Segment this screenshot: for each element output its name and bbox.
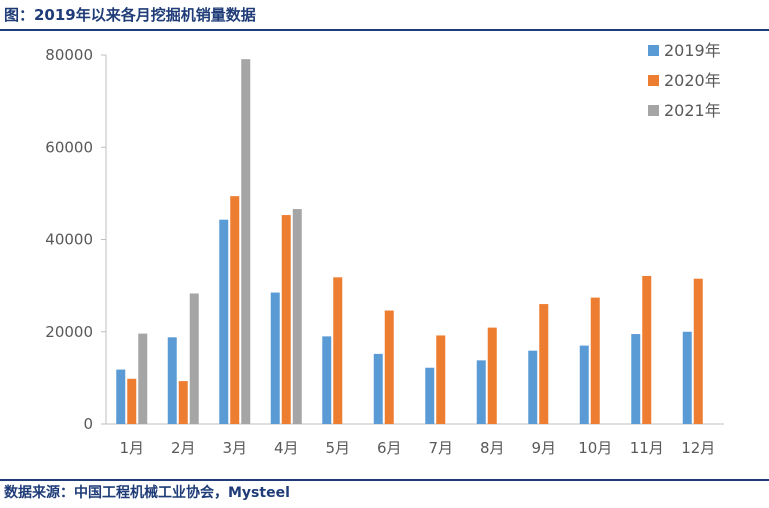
x-tick-label: 2月 <box>171 439 196 457</box>
bar <box>425 367 435 424</box>
x-tick-label: 8月 <box>480 439 505 457</box>
bar <box>270 292 280 424</box>
y-tick-label: 80000 <box>45 46 93 64</box>
bar <box>631 334 641 424</box>
bar <box>322 336 332 424</box>
bar <box>384 310 394 424</box>
bar <box>333 277 343 424</box>
bars <box>116 59 703 425</box>
bar <box>476 360 486 424</box>
y-tick-label: 40000 <box>45 231 93 249</box>
bar <box>579 345 589 424</box>
bar <box>436 335 446 424</box>
bar <box>189 293 199 424</box>
source-note: 数据来源：中国工程机械工业协会，Mysteel <box>4 485 290 501</box>
legend-swatch <box>648 105 659 116</box>
y-tick-label: 60000 <box>45 138 93 156</box>
y-tick-label: 20000 <box>45 323 93 341</box>
bar <box>127 378 137 424</box>
x-tick-label: 4月 <box>274 439 299 457</box>
x-tick-label: 1月 <box>119 439 144 457</box>
y-axis: 0 20000 40000 60000 80000 <box>45 46 107 433</box>
bar <box>693 278 703 424</box>
x-tick-label: 9月 <box>531 439 556 457</box>
bar <box>487 327 497 424</box>
x-tick-label: 5月 <box>325 439 350 457</box>
bar <box>281 215 291 424</box>
x-tick-label: 3月 <box>222 439 247 457</box>
bar <box>528 350 538 424</box>
legend-label: 2020年 <box>664 71 721 90</box>
legend-swatch <box>648 45 659 56</box>
bar <box>590 297 600 424</box>
source-rule <box>0 479 769 481</box>
bar <box>116 369 126 424</box>
legend-swatch <box>648 75 659 86</box>
bar <box>241 59 251 425</box>
x-tick-label: 7月 <box>428 439 453 457</box>
y-tick-label: 0 <box>83 415 93 433</box>
bar <box>167 337 177 424</box>
x-tick-label: 10月 <box>578 439 612 457</box>
bar <box>178 381 188 424</box>
bar <box>292 209 302 424</box>
legend-label: 2019年 <box>664 41 721 60</box>
bar <box>682 331 692 424</box>
x-tick-label: 11月 <box>630 439 664 457</box>
bar <box>230 196 240 424</box>
x-axis: 1月 2月 3月 4月 5月 6月 7月 8月 9月 10月 11月 12月 <box>106 423 724 457</box>
figure-title: 图：2019年以来各月挖掘机销量数据 <box>4 6 256 24</box>
title-rule <box>0 29 769 31</box>
bar <box>219 219 229 424</box>
bar <box>373 353 383 424</box>
legend-label: 2021年 <box>664 101 721 120</box>
bar <box>138 333 148 424</box>
x-tick-label: 6月 <box>377 439 402 457</box>
x-tick-label: 12月 <box>681 439 715 457</box>
bar <box>539 304 549 424</box>
bar <box>642 275 652 424</box>
legend: 2019年 2020年 2021年 <box>648 41 721 120</box>
